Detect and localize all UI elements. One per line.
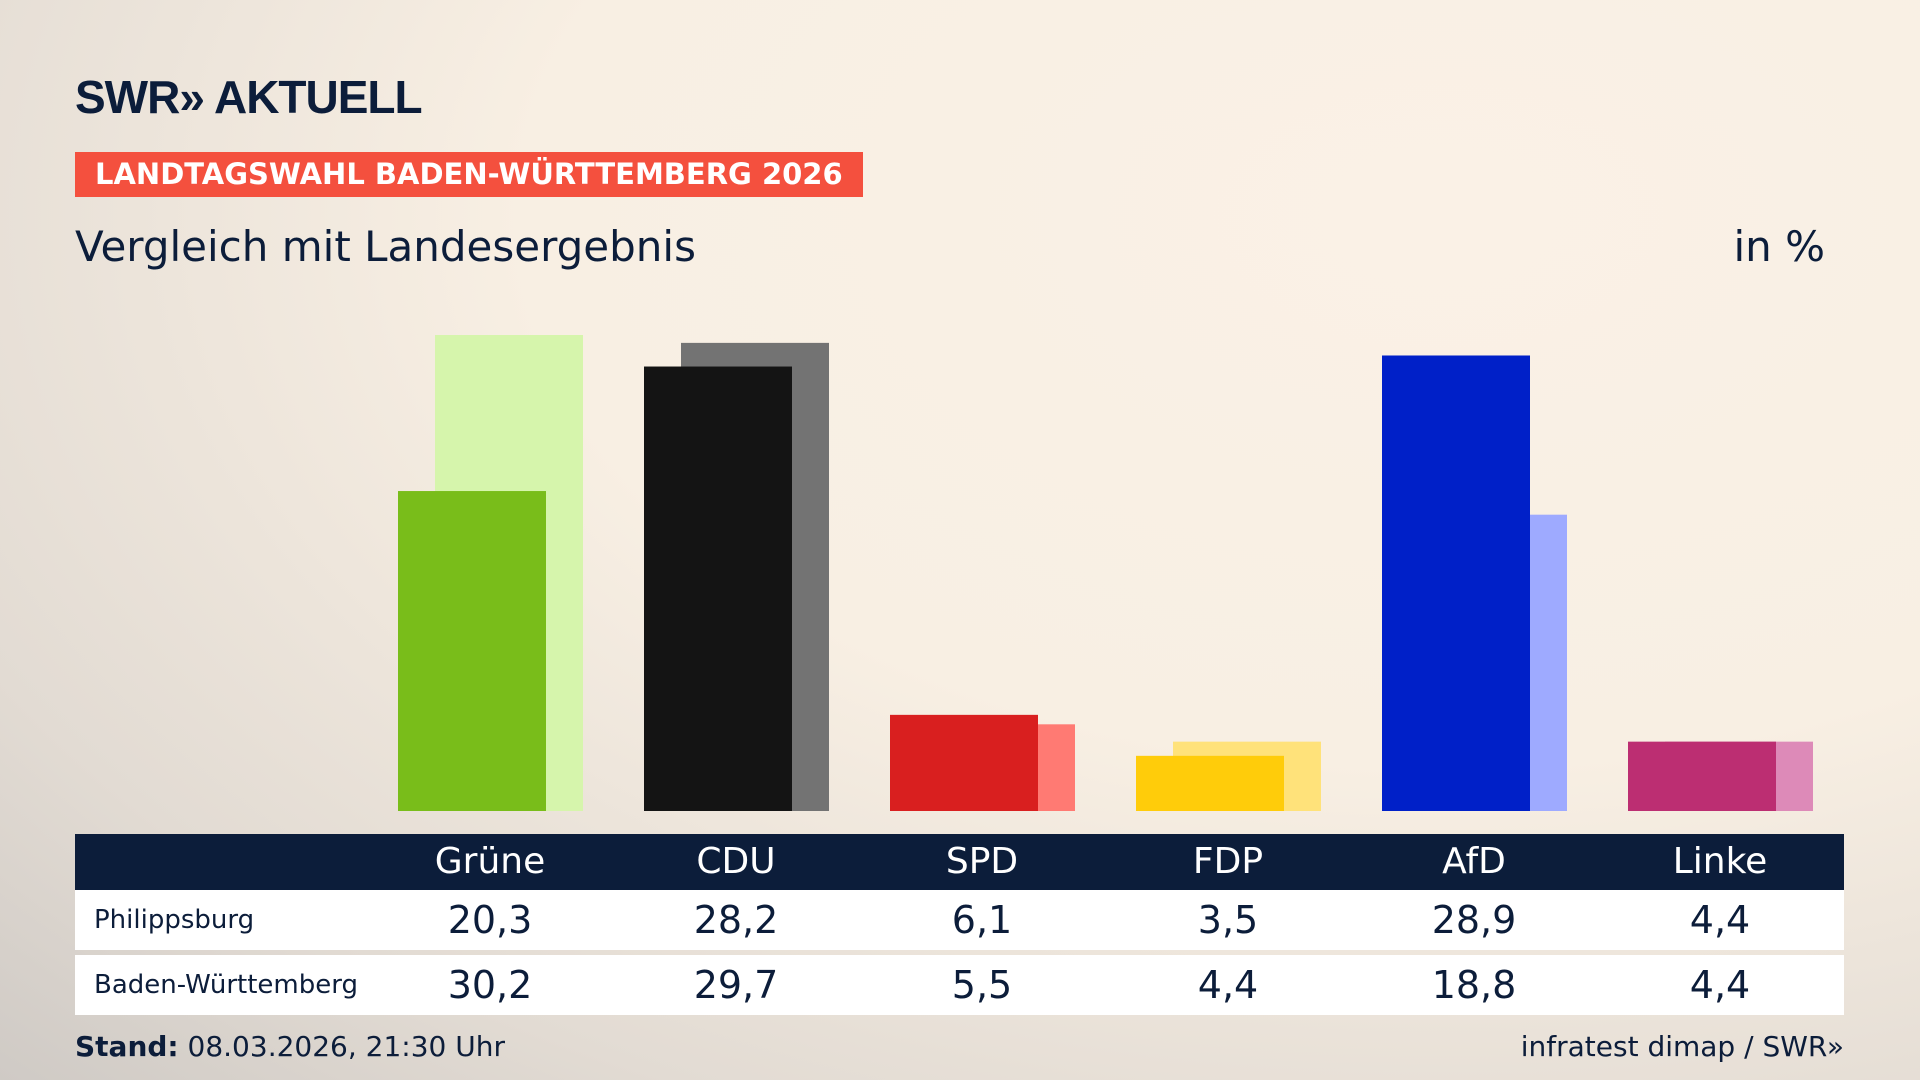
election-banner: LANDTAGSWAHL BADEN-WÜRTTEMBERG 2026 [75,152,863,197]
bar-grüne-local [398,491,546,811]
bar-fdp-local [1136,755,1284,811]
bar-chart [398,335,1813,811]
bar-afd-local [1382,355,1530,811]
table-header: Grüne CDU SPD FDP AfD Linke [75,834,1844,890]
row-label: Philippsburg [94,905,255,935]
stand-value: 08.03.2026, 21:30 Uhr [187,1030,505,1063]
value-cell: 30,2 [447,963,533,1007]
value-cell: 28,2 [693,898,779,942]
value-cell: 29,7 [693,963,779,1007]
chart-title: Vergleich mit Landesergebnis [75,222,696,271]
header-cell: SPD [945,841,1019,882]
value-cell: 5,5 [951,963,1013,1007]
bar-spd-local [890,714,1038,811]
header-cell: FDP [1192,841,1264,882]
table-row: Philippsburg 20,3 28,2 6,1 3,5 28,9 4,4 [75,890,1844,950]
value-cell: 20,3 [447,898,533,942]
swr-aktuell-logo: SWR» AKTUELL [75,71,423,123]
value-cell: 4,4 [1689,963,1751,1007]
row-label: Baden-Württemberg [94,970,358,1000]
timestamp: Stand: 08.03.2026, 21:30 Uhr [75,1030,505,1063]
value-cell: 28,9 [1431,898,1517,942]
unit-label: in % [1733,222,1825,271]
source-credit: infratest dimap / SWR» [1520,1030,1844,1063]
header-cell: Grüne [434,841,546,882]
value-cell: 4,4 [1197,963,1259,1007]
stand-label: Stand: [75,1030,179,1063]
value-cell: 6,1 [951,898,1013,942]
bar-cdu-local [644,366,792,811]
header-cell: CDU [696,841,776,882]
value-cell: 18,8 [1431,963,1517,1007]
header-cell: Linke [1672,841,1768,882]
value-cell: 3,5 [1197,898,1259,942]
value-cell: 4,4 [1689,898,1751,942]
header-cell: AfD [1442,841,1506,882]
bar-linke-local [1628,741,1776,811]
table-row: Baden-Württemberg 30,2 29,7 5,5 4,4 18,8… [75,955,1844,1015]
